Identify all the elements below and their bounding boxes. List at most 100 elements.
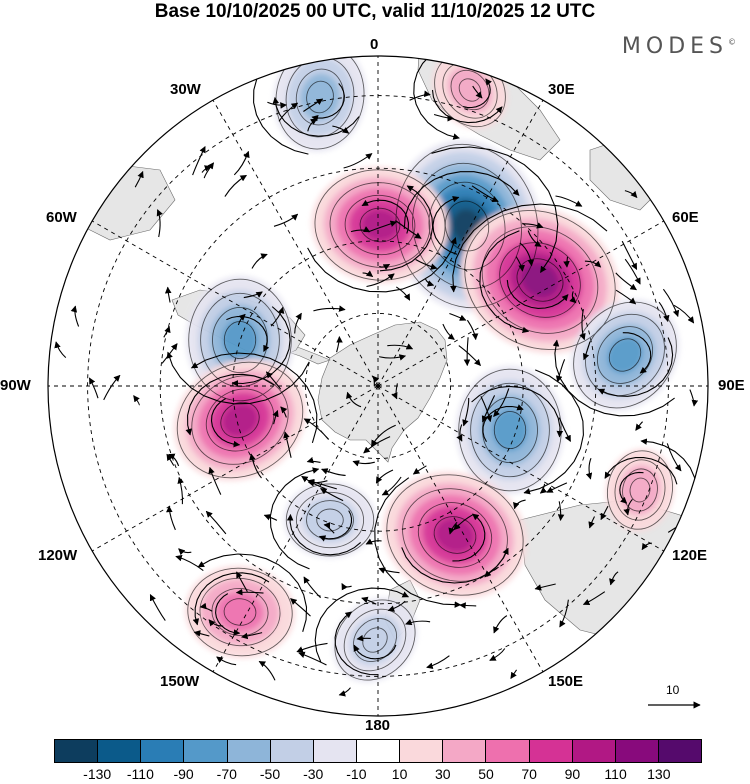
legend-tick-label: -30 (303, 766, 324, 782)
wind-arrow (290, 598, 311, 617)
anomaly-fill-a5 (222, 318, 258, 362)
streamline-a12 (215, 593, 241, 636)
wind-arrow (585, 457, 593, 480)
streamline-a13 (462, 78, 492, 109)
legend-tick-label: -110 (126, 766, 154, 782)
streamline-a5 (166, 351, 310, 405)
lon-label-180: 180 (365, 717, 391, 734)
wind-arrow (199, 602, 213, 612)
wind-arrow (569, 291, 577, 304)
legend-swatch (226, 740, 270, 762)
lon-label-30w: 30W (170, 81, 201, 98)
streamline-a3 (479, 230, 530, 334)
wind-arrow (588, 516, 595, 529)
wind-arrow (258, 660, 276, 681)
wind-arrow (379, 263, 391, 271)
wind-arrow (424, 278, 435, 287)
legend-swatch (485, 740, 529, 762)
meridian (91, 220, 379, 387)
wind-arrow (409, 90, 431, 101)
contour-ring-a4 (344, 194, 416, 256)
wind-arrow (635, 421, 643, 431)
legend-swatch (97, 740, 141, 762)
wind-arrow (379, 354, 407, 361)
wind-arrow (395, 220, 422, 239)
wind-arrow (600, 505, 609, 521)
wind-arrow (458, 345, 481, 366)
streamline-a8 (523, 369, 584, 495)
wind-arrow (559, 599, 569, 628)
contour-ring-a6 (608, 338, 642, 372)
wind-arrow (510, 669, 518, 680)
anomaly-fill-a6 (606, 336, 644, 374)
wind-arrow (243, 291, 263, 299)
wind-arrow (163, 325, 171, 338)
wind-arrow (346, 391, 362, 408)
wind-arrow (519, 242, 535, 267)
contour-ring-a12 (187, 567, 293, 657)
wind-arrow (164, 286, 172, 303)
streamline-a9 (452, 513, 486, 562)
wind-arrow (378, 567, 400, 574)
wind-arrow (267, 101, 287, 109)
anomaly-fill-a7 (221, 403, 259, 437)
wind-arrow (192, 146, 206, 176)
wind-arrow (557, 501, 565, 521)
legend-swatch (657, 740, 702, 762)
anomaly-fill-a4 (361, 209, 399, 241)
streamline-a3 (450, 203, 608, 293)
wind-arrow (149, 594, 166, 621)
meridian (212, 99, 379, 387)
legend-swatch (442, 740, 486, 762)
wind-arrow (177, 476, 184, 505)
streamline-a5 (231, 306, 291, 387)
contour-ring-a14 (629, 477, 651, 503)
contour-ring-a14 (622, 468, 658, 512)
wind-arrow (235, 588, 264, 596)
contour-ring-a3 (481, 226, 599, 334)
legend-tick-label: -50 (259, 766, 281, 782)
legend-swatch (312, 740, 356, 762)
wind-arrow (442, 323, 455, 340)
wind-arrow (352, 460, 375, 467)
meridian (212, 385, 379, 673)
wind-arrow (241, 632, 263, 640)
legend-tick-label: 70 (521, 766, 537, 782)
streamline-a4 (379, 185, 434, 272)
anomaly-fill-a10 (302, 497, 358, 543)
legend-tick-label: 50 (478, 766, 494, 782)
streamline-a9 (374, 477, 462, 608)
wind-arrow (615, 289, 637, 305)
meridian (377, 385, 544, 673)
anomaly-shading (173, 56, 680, 683)
streamline-a10 (286, 513, 362, 556)
wind-arrow (673, 304, 695, 324)
legend-swatch (269, 740, 313, 762)
brand-text: MODES (621, 34, 728, 59)
wind-arrow (472, 85, 483, 99)
wind-arrow (463, 337, 471, 367)
wind-arrow (193, 630, 210, 637)
anomaly-fill-a3 (521, 263, 559, 297)
anomaly-fill-a11 (349, 614, 401, 666)
wind-arrow (296, 642, 328, 653)
wind-arrow (208, 619, 224, 627)
wind-arrow (563, 256, 570, 268)
wind-arrow (555, 359, 566, 383)
contour-ring-a5 (200, 292, 280, 388)
reference-vector-label: 10 (666, 683, 680, 697)
legend-swatch (355, 740, 400, 762)
legend-tick-label: -130 (83, 766, 112, 782)
lon-label-120e: 120E (672, 547, 708, 564)
wind-arrow (216, 656, 237, 666)
lon-label-120w: 120W (38, 547, 78, 564)
streamline-a10 (318, 510, 353, 542)
map-boundary (47, 55, 709, 717)
streamline-a8 (482, 404, 524, 443)
legend-swatch (571, 740, 615, 762)
wind-arrow (320, 488, 344, 502)
streamline-a1 (311, 83, 345, 122)
wind-arrow (546, 482, 568, 493)
color-legend (54, 739, 702, 763)
contour-ring-a7 (191, 375, 289, 465)
